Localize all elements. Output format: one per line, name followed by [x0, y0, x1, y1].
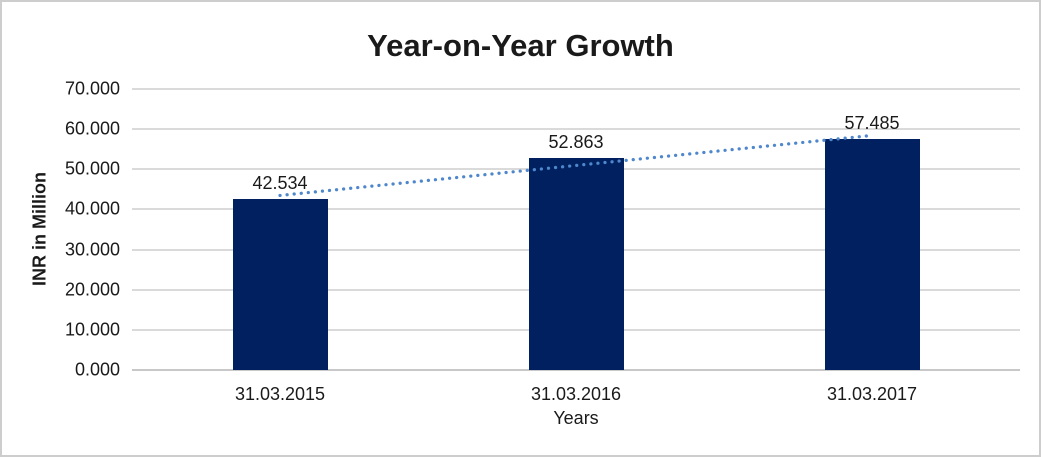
y-tick-label: 40.000	[64, 198, 120, 219]
bar	[528, 157, 624, 370]
x-tick-label: 31.03.2015	[234, 384, 326, 404]
y-tick-label: 60.000	[64, 118, 120, 139]
y-axis-title: INR in Million	[29, 172, 50, 286]
y-tick-label: 20.000	[64, 279, 120, 300]
gridline	[132, 128, 1020, 131]
chart-title: Year-on-Year Growth	[367, 28, 674, 63]
bar-value-label: 57.485	[844, 113, 900, 134]
bar-value-label: 42.534	[252, 173, 308, 194]
bar-value-label: 52.863	[548, 131, 604, 152]
x-axis-title: Years	[553, 408, 599, 428]
bar	[824, 139, 920, 370]
y-tick-label: 30.000	[64, 239, 120, 260]
gridline	[132, 88, 1020, 90]
y-tick-label: 10.000	[64, 319, 120, 340]
y-tick-label: 0.000	[74, 359, 120, 380]
y-tick-label: 50.000	[64, 158, 120, 179]
bar	[232, 199, 328, 370]
x-tick-label: 31.03.2016	[530, 384, 622, 404]
y-tick-label: 70.000	[64, 78, 120, 99]
x-tick-label: 31.03.2017	[826, 384, 918, 404]
x-axis-line	[132, 369, 1020, 371]
